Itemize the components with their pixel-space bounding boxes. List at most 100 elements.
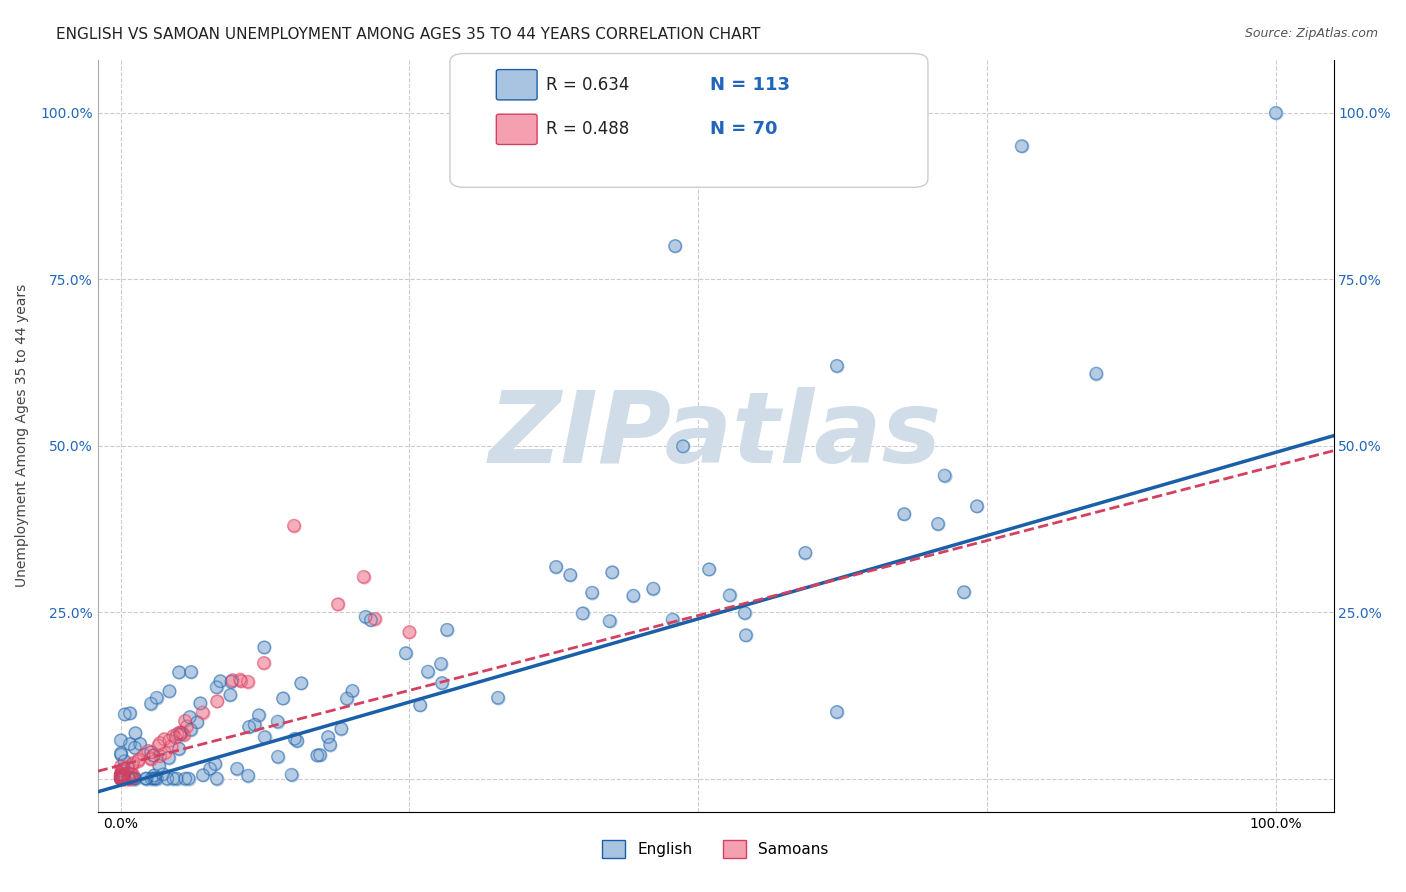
Point [110,769,132,783]
Point [165,731,187,745]
Point [219,688,242,702]
Point [120,772,142,786]
Point [319,738,342,752]
Point [600,566,623,580]
Point [285,734,308,748]
Point [143,772,166,786]
Point [290,676,312,690]
Point [236,769,259,783]
Point [153,732,176,747]
Point [205,772,228,786]
Point [117,760,139,774]
Point [893,507,915,521]
Point [191,768,214,782]
Point [110,768,132,782]
Point [205,694,228,708]
Point [159,684,181,698]
Point [121,772,143,786]
Point [128,752,150,766]
Point [179,710,201,724]
Point [794,546,817,560]
Point [110,772,132,786]
Point [146,772,169,786]
Point [112,772,135,786]
Point [174,714,197,728]
Point [205,772,228,786]
Point [174,714,197,728]
Point [159,684,181,698]
Point [141,772,163,786]
Point [1011,139,1033,153]
Point [672,439,695,453]
Point [309,747,332,762]
Point [176,719,198,733]
Point [110,733,132,747]
Point [166,727,188,741]
Point [354,610,377,624]
Point [149,749,172,764]
Point [110,746,132,760]
Point [290,676,312,690]
Point [180,723,202,737]
Point [307,748,329,763]
Point [162,772,184,786]
Point [284,731,307,746]
Point [145,690,167,705]
Point [127,754,149,768]
Point [221,674,243,689]
Point [153,746,176,760]
Point [112,767,135,781]
Point [280,768,302,782]
Point [112,762,135,776]
Point [172,726,194,740]
Point [221,674,243,689]
Point [110,769,132,783]
Point [271,691,294,706]
Point [560,568,582,582]
Point [117,767,139,781]
Point [139,745,162,759]
Point [560,568,582,582]
Point [157,733,180,747]
Point [142,772,165,786]
Point [179,710,201,724]
Point [143,768,166,782]
Point [267,749,290,764]
Point [934,468,956,483]
Point [111,772,134,786]
Point [136,744,159,758]
Point [544,560,567,574]
Point [172,726,194,740]
Point [110,772,132,786]
Point [166,772,188,786]
Point [169,725,191,739]
Point [112,772,135,786]
Point [966,500,988,514]
Point [128,752,150,766]
Point [330,722,353,736]
Point [177,772,200,786]
Point [110,766,132,780]
Point [110,772,132,786]
Point [112,767,135,781]
Point [122,756,145,770]
Point [243,717,266,731]
Point [112,769,135,783]
Point [110,767,132,781]
Point [267,749,290,764]
Point [111,764,134,778]
Legend: English, Samoans: English, Samoans [596,833,835,864]
Point [1085,367,1108,381]
Point [121,771,143,785]
Point [226,762,249,776]
Point [416,665,439,679]
Point [319,738,342,752]
Point [283,518,305,533]
Point [266,714,288,729]
Point [205,680,228,694]
Point [664,239,686,253]
Point [953,585,976,599]
Point [143,768,166,782]
Point [110,769,132,783]
Point [149,736,172,750]
